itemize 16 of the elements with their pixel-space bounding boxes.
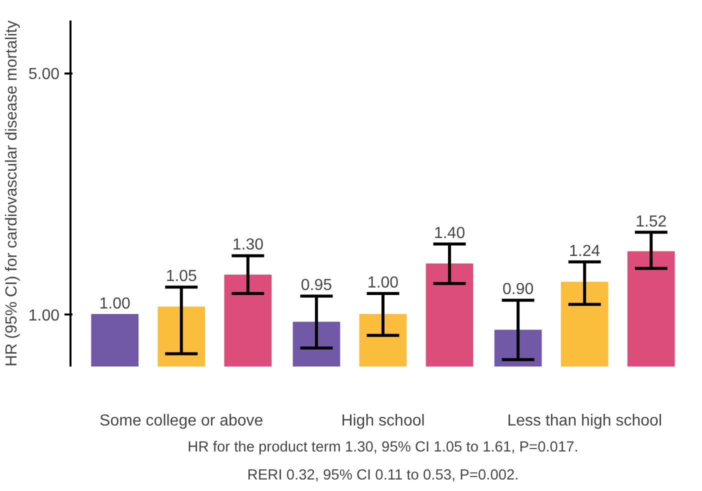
data-label: 1.30 xyxy=(232,236,264,254)
text: HR for the product term 1.30, 95% CI 1.05 to 1.61, P=0.017. xyxy=(188,440,578,456)
data-label: 1.40 xyxy=(434,225,466,242)
y-axis-title: HR (95% CI) for cardiovascular disease mortality xyxy=(3,20,20,366)
data-label: 1.00 xyxy=(367,274,399,292)
x-tick-label: High school xyxy=(341,412,425,430)
data-label: 1.00 xyxy=(99,295,131,312)
data-label: 0.95 xyxy=(300,277,332,294)
x-tick-label: Less than high school xyxy=(507,412,662,430)
text: RERI 0.32, 95% CI 0.11 to 0.53, P=0.002. xyxy=(247,468,519,484)
data-label: 1.24 xyxy=(569,242,600,260)
data-label: 0.90 xyxy=(502,281,534,298)
data-label: 1.52 xyxy=(636,213,667,230)
data-label: 1.05 xyxy=(166,268,198,286)
x-tick-label: Some college or above xyxy=(100,412,264,430)
y-tick-label: 5.00 xyxy=(28,66,60,84)
